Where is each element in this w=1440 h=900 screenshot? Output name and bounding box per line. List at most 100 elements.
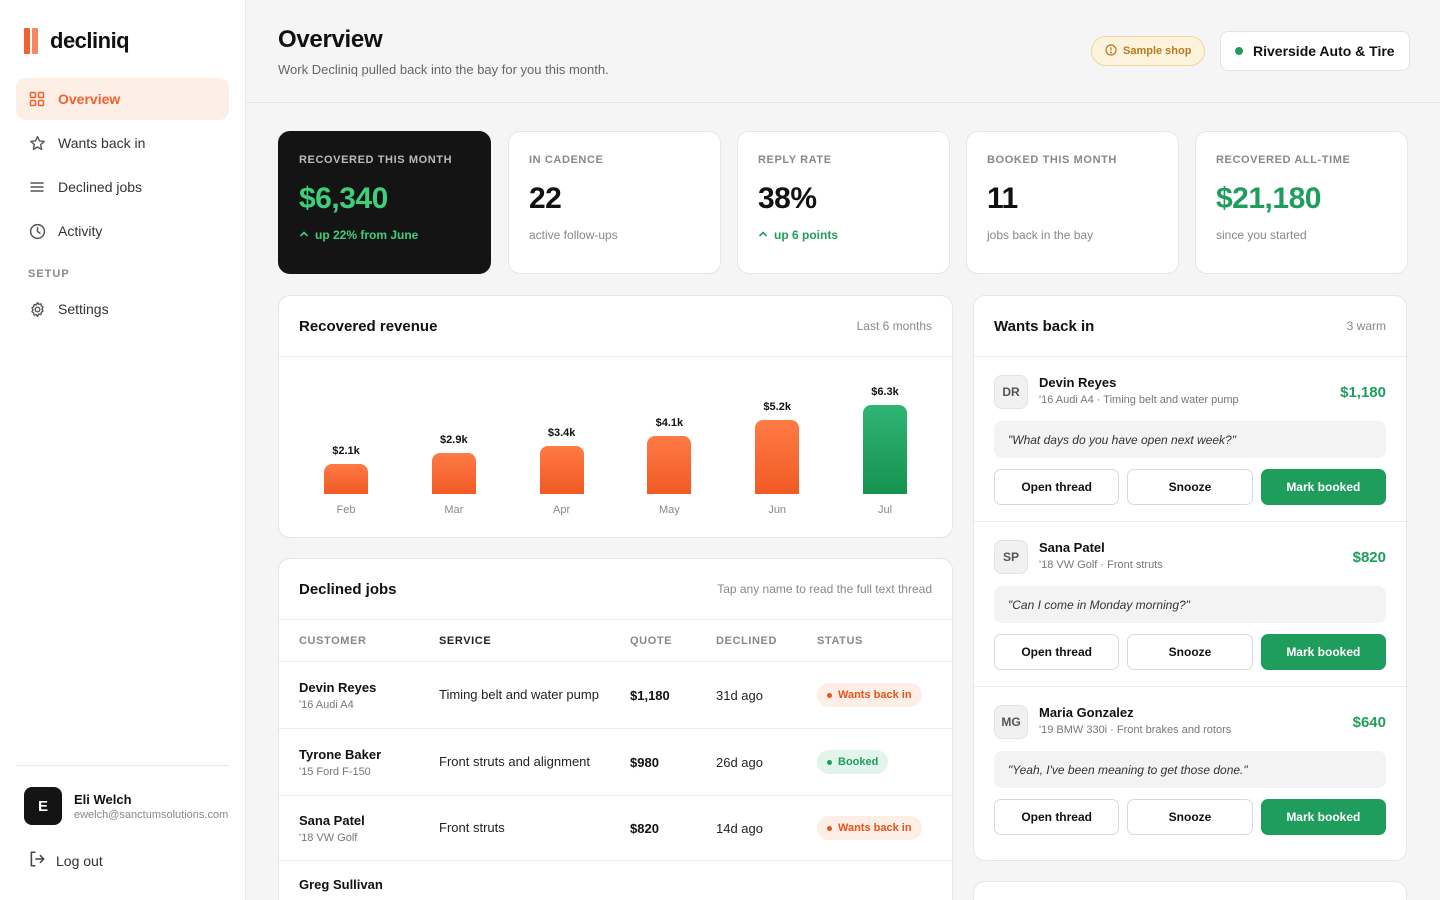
entry-amount: $820	[1352, 549, 1386, 566]
status-badge: Wants back in	[817, 683, 922, 707]
entry-description: '19 BMW 330i · Front brakes and rotors	[1039, 724, 1232, 736]
customer-reply-quote: "What days do you have open next week?"	[994, 421, 1386, 458]
stat-reply-rate: REPLY RATE 38% up 6 points	[737, 131, 950, 274]
mark-booked-button[interactable]: Mark booked	[1260, 634, 1386, 670]
logout-button[interactable]: Log out	[28, 850, 103, 871]
user-profile[interactable]: E Eli Welch ewelch@sanctumsolutions.com	[24, 787, 228, 825]
logout-icon	[28, 850, 46, 871]
bar-value-label: $4.1k	[655, 416, 684, 429]
stat-foot: jobs back in the bay	[987, 228, 1094, 242]
stat-in-cadence: IN CADENCE 22 active follow-ups	[508, 131, 721, 274]
chart-bar[interactable]	[431, 452, 476, 494]
open-thread-button[interactable]: Open thread	[994, 469, 1120, 505]
chart-bar[interactable]	[539, 445, 584, 494]
snooze-button[interactable]: Snooze	[1127, 634, 1253, 670]
initials-avatar: SP	[994, 540, 1028, 574]
stat-foot: active follow-ups	[529, 228, 618, 242]
page-subtitle: Work Decliniq pulled back into the bay f…	[278, 62, 609, 77]
customer-name[interactable]: Tyrone Baker	[299, 746, 382, 762]
recovered-revenue-panel: Recovered revenue Last 6 months $2.1k Feb…	[278, 295, 953, 538]
sidebar-item-overview[interactable]: Overview	[16, 78, 229, 120]
column-header-customer[interactable]: CUSTOMER	[299, 634, 367, 647]
chevron-up-icon	[299, 228, 309, 242]
sidebar-item-label: Declined jobs	[58, 179, 143, 195]
stat-value: $6,340	[299, 182, 388, 215]
chart-bar[interactable]	[647, 435, 692, 494]
stat-label: BOOKED THIS MONTH	[987, 154, 1117, 166]
declined-cell: 31d ago	[716, 687, 763, 703]
sidebar-item-label: Overview	[58, 91, 121, 107]
stat-booked-this-month: BOOKED THIS MONTH 11 jobs back in the ba…	[966, 131, 1179, 274]
column-header-declined[interactable]: DECLINED	[716, 634, 778, 647]
entry-description: '18 VW Golf · Front struts	[1039, 559, 1163, 571]
bar-value-label: $2.1k	[332, 445, 360, 458]
table-row[interactable]: Tyrone Baker '15 Ford F-150 Front struts…	[279, 729, 952, 796]
stat-label: IN CADENCE	[529, 154, 604, 166]
stat-value: 22	[529, 182, 562, 215]
service-cell: Timing belt and water pump	[439, 687, 599, 702]
initials-avatar: DR	[994, 375, 1028, 409]
table-row[interactable]: Sana Patel '18 VW Golf Front struts $820…	[279, 796, 952, 861]
customer-vehicle: '16 Audi A4	[299, 698, 354, 711]
panel-header: Recovered revenue Last 6 months	[279, 296, 952, 357]
sidebar-item-wants-back-in[interactable]: Wants back in	[16, 122, 229, 164]
sample-badge-label: Sample shop	[1123, 45, 1192, 57]
customer-name[interactable]: Sana Patel	[299, 812, 365, 828]
user-name: Eli Welch	[74, 791, 132, 807]
open-thread-button[interactable]: Open thread	[994, 634, 1120, 670]
panel-title: Wants back in	[994, 317, 1095, 335]
status-badge: Booked	[817, 750, 889, 774]
stat-value: 38%	[758, 182, 817, 215]
customer-name[interactable]: Greg Sullivan	[299, 877, 383, 892]
shop-name: Riverside Auto & Tire	[1253, 43, 1395, 59]
column-header-quote[interactable]: QUOTE	[630, 634, 673, 647]
open-thread-button[interactable]: Open thread	[994, 799, 1120, 835]
shop-switcher-button[interactable]: Riverside Auto & Tire	[1220, 31, 1410, 71]
logout-label: Log out	[56, 852, 103, 869]
quote-cell: $1,180	[630, 687, 670, 703]
gear-icon	[28, 300, 46, 318]
service-cell: Front struts	[439, 820, 505, 835]
sidebar: decliniq Overview Wants back in Declined…	[0, 0, 246, 900]
bar-value-label: $3.4k	[547, 426, 576, 439]
panel-range-label: Last 6 months	[856, 319, 932, 333]
mark-booked-button[interactable]: Mark booked	[1260, 469, 1386, 505]
column-header-service[interactable]: SERVICE	[439, 634, 492, 647]
table-row[interactable]: Devin Reyes '16 Audi A4 Timing belt and …	[279, 662, 952, 729]
chart-bar[interactable]	[324, 464, 368, 494]
x-axis-label: Jul	[877, 504, 893, 516]
entry-name: Devin Reyes	[1039, 375, 1117, 390]
avatar: E	[24, 787, 62, 825]
customer-reply-quote: "Yeah, I've been meaning to get those do…	[994, 751, 1386, 788]
stat-recovered-this-month: RECOVERED THIS MONTH $6,340 up 22% from …	[278, 131, 491, 274]
x-axis-label: Feb	[336, 504, 356, 516]
column-header-status[interactable]: STATUS	[817, 634, 863, 647]
stat-foot: since you started	[1216, 228, 1307, 242]
stat-value: 11	[987, 182, 1018, 215]
sidebar-item-settings[interactable]: Settings	[16, 288, 229, 330]
chart-bar[interactable]	[863, 404, 907, 494]
sidebar-divider	[16, 765, 229, 766]
bar-value-label: $6.3k	[871, 385, 899, 398]
entry-description: '16 Audi A4 · Timing belt and water pump	[1039, 394, 1239, 406]
chart-bar[interactable]	[755, 420, 800, 494]
customer-vehicle: '15 Ford F-150	[299, 765, 371, 778]
x-axis-label: Apr	[553, 504, 571, 516]
snooze-button[interactable]: Snooze	[1127, 469, 1253, 505]
mark-booked-button[interactable]: Mark booked	[1260, 799, 1386, 835]
quote-cell: $820	[630, 820, 659, 836]
logo[interactable]: decliniq	[24, 28, 130, 54]
sample-shop-badge: Sample shop	[1091, 36, 1206, 66]
table-row[interactable]: Greg Sullivan	[279, 861, 952, 900]
sidebar-item-declined-jobs[interactable]: Declined jobs	[16, 166, 229, 208]
wants-entry: SP Sana Patel '18 VW Golf · Front struts…	[974, 522, 1406, 687]
declined-cell: 14d ago	[716, 820, 763, 836]
clock-icon	[28, 222, 46, 240]
sidebar-item-activity[interactable]: Activity	[16, 210, 229, 252]
declined-jobs-panel: Declined jobs Tap any name to read the f…	[278, 558, 953, 900]
chevron-up-icon	[758, 228, 768, 242]
warm-count: 3 warm	[1346, 319, 1386, 333]
snooze-button[interactable]: Snooze	[1127, 799, 1253, 835]
customer-name[interactable]: Devin Reyes	[299, 679, 377, 695]
panel-header: Wants back in 3 warm	[974, 296, 1406, 357]
